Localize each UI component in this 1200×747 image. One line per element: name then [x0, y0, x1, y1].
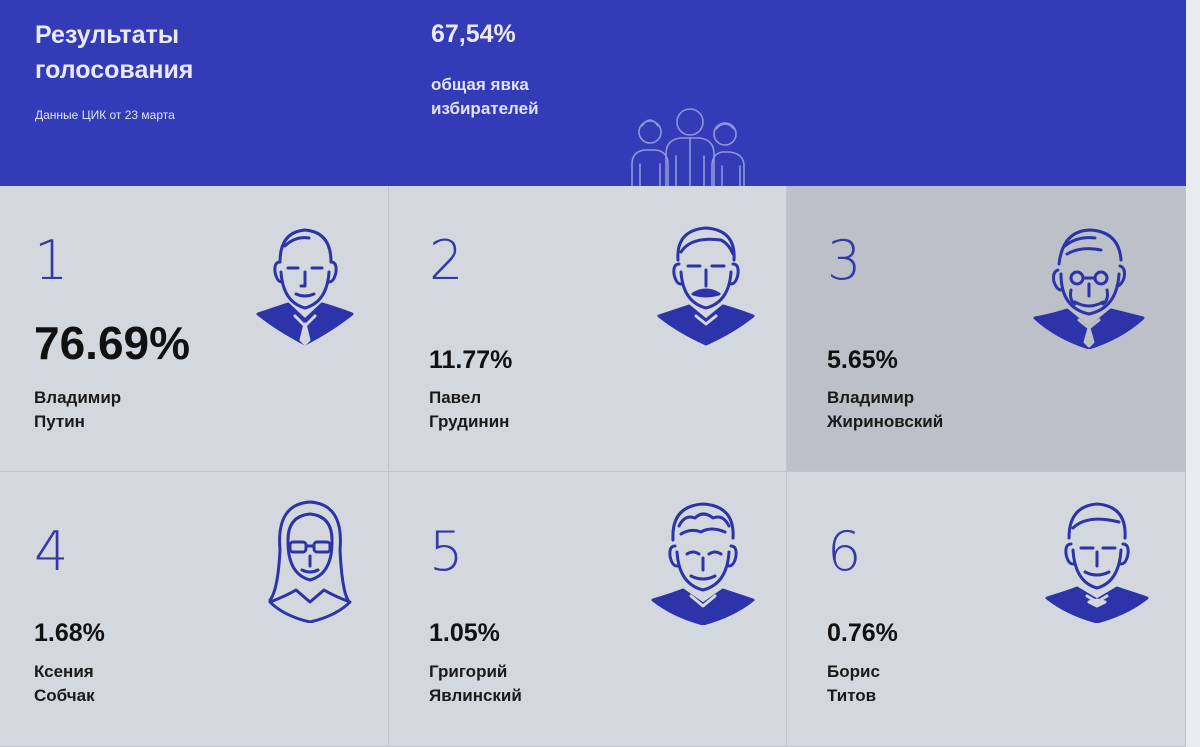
candidate-card[interactable]: 2 11.77% Павел Грудинин — [389, 186, 787, 472]
candidate-card[interactable]: 4 1.68% Ксения Собчак — [0, 472, 389, 747]
candidate-card[interactable]: 6 0.76% Борис Титов — [787, 472, 1186, 747]
candidate-name: Ксения Собчак — [34, 662, 95, 705]
results-header: Результаты голосования Данные ЦИК от 23 … — [0, 0, 1186, 186]
candidate-rank: 2 — [429, 229, 464, 292]
candidate-percent: 1.05% — [429, 619, 500, 647]
candidate-percent: 5.65% — [827, 346, 898, 374]
grudinin-portrait-icon — [657, 226, 755, 346]
candidate-percent: 0.76% — [827, 619, 898, 647]
zhirinovsky-portrait-icon — [1033, 228, 1145, 349]
candidate-rank: 6 — [827, 520, 862, 583]
yavlinsky-portrait-icon — [651, 502, 755, 625]
candidate-rank: 1 — [34, 229, 69, 292]
candidate-card[interactable]: 3 5.65% Владимир Жириновский — [787, 186, 1186, 472]
results-grid: 1 76.69% Владимир Путин 2 11.77% Павел Г… — [0, 186, 1186, 747]
candidate-card[interactable]: 5 1.05% Григорий Явлинский — [389, 472, 787, 747]
page-title: Результаты голосования — [35, 21, 194, 84]
titov-portrait-icon — [1045, 502, 1149, 623]
candidate-name: Борис Титов — [827, 662, 880, 705]
turnout-value: 67,54% — [431, 20, 516, 48]
candidate-rank: 3 — [827, 229, 862, 292]
candidate-card[interactable]: 1 76.69% Владимир Путин — [0, 186, 389, 472]
candidate-name: Владимир Жириновский — [827, 388, 944, 431]
candidate-rank: 5 — [429, 520, 464, 583]
data-source-note: Данные ЦИК от 23 марта — [35, 108, 175, 122]
candidate-name: Григорий Явлинский — [429, 662, 522, 705]
candidate-percent: 1.68% — [34, 619, 105, 647]
candidate-name: Владимир Путин — [34, 388, 122, 431]
candidate-name: Павел Грудинин — [429, 388, 510, 431]
sobchak-portrait-icon — [268, 500, 352, 623]
voters-icon — [631, 108, 745, 186]
candidate-rank: 4 — [34, 520, 69, 583]
candidate-percent: 76.69% — [34, 317, 191, 369]
candidate-percent: 11.77% — [429, 346, 513, 374]
putin-portrait-icon — [256, 228, 354, 346]
scrollbar-track[interactable] — [1186, 0, 1200, 747]
turnout-label: общая явка избирателей — [431, 75, 539, 118]
